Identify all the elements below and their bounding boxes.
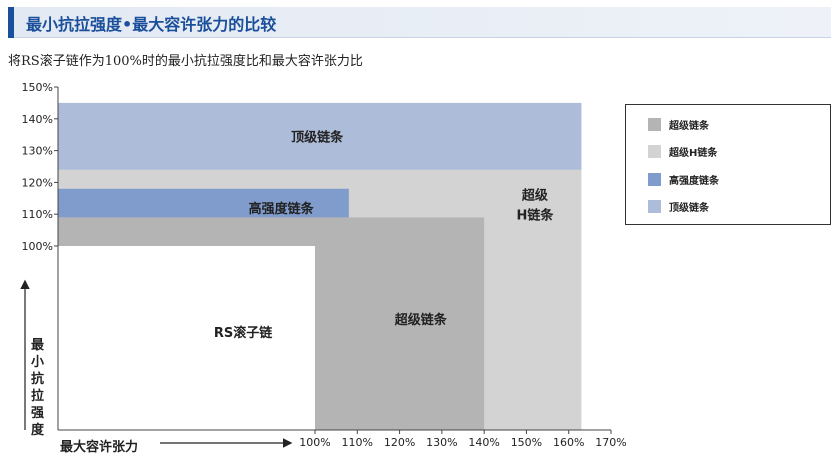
x-tick-label: 110% [342,436,373,449]
region-label-super-h-chain: 超级 [522,188,549,204]
legend-label: 超级链条 [669,120,709,132]
x-tick-label: 140% [468,436,499,449]
legend-label: 顶级链条 [669,202,709,214]
region-high-strength-chain [58,188,349,218]
page-title: 最小抗拉强度•最大容许张力的比较 [26,15,277,34]
legend-swatch [648,172,661,186]
y-tick-label: 130% [22,145,53,158]
x-tick-label: 100% [299,436,330,449]
legend-item-top-chain: 顶级链条 [648,199,709,214]
x-tick-label: 170% [595,436,626,449]
y-axis-title-char: 拉 [31,389,45,404]
region-top-chain [58,102,582,170]
region-label-rs-roller-chain: RS滚子链 [214,325,273,341]
y-tick-label: 140% [22,113,53,126]
legend-swatch [648,199,661,213]
title-banner [8,7,831,38]
region-label-super-h-chain: H链条 [516,208,554,224]
y-tick-label: 150% [22,81,53,94]
chart-subtitle: 将RS滚子链作为100%时的最小抗拉强度比和最大容许张力比 [8,54,363,69]
region-label-high-strength-chain: 高强度链条 [249,201,315,217]
legend: 超级链条 超级H链条 高强度链条 顶级链条 [625,104,831,225]
y-axis-title-char: 最 [31,338,45,353]
legend-item-high-strength-chain: 高强度链条 [648,172,719,187]
x-axis-title: 最大容许张力 [60,440,139,455]
y-tick-label: 100% [22,240,53,253]
y-tick-label: 110% [22,208,53,221]
region-label-super-chain: 超级链条 [395,312,448,328]
region-label-top-chain: 顶级链条 [291,129,344,145]
y-axis-title-char: 小 [31,355,45,370]
legend-item-super-h-chain: 超级H链条 [648,144,718,159]
x-tick-label: 120% [384,436,415,449]
y-axis-title-char: 强 [31,406,45,421]
x-tick-label: 150% [511,436,542,449]
region-rs-roller-chain [58,246,315,430]
x-tick-label: 160% [553,436,584,449]
x-tick-label: 130% [426,436,457,449]
legend-label: 超级H链条 [669,147,718,159]
y-axis-title-char: 度 [31,423,45,438]
legend-swatch [648,144,661,158]
legend-item-super-chain: 超级链条 [648,117,709,132]
legend-swatch [648,117,661,131]
y-axis-title-char: 抗 [31,372,45,387]
title-accent-bar [8,7,14,38]
y-tick-label: 120% [22,176,53,189]
legend-label: 高强度链条 [669,175,719,187]
